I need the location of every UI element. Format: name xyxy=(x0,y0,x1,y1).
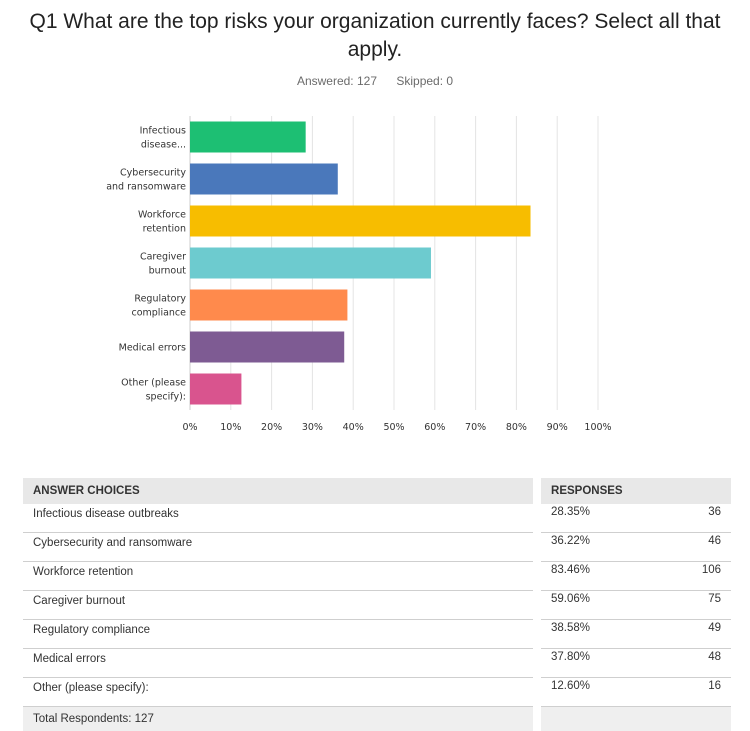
responses-table: ANSWER CHOICES RESPONSES Infectious dise… xyxy=(23,478,731,731)
category-label-line: Medical errors xyxy=(119,343,186,354)
category-label: Workforce retention xyxy=(138,210,186,235)
category-label-line: disease... xyxy=(141,140,186,151)
response-percent-cell: 28.35% xyxy=(537,504,621,533)
category-label-line: Infectious xyxy=(140,126,186,137)
category-label-line: Workforce xyxy=(138,210,186,221)
answer-choice-cell: Cybersecurity and ransomware xyxy=(23,533,537,562)
response-count-cell: 16 xyxy=(621,678,731,707)
bar-chart: 0% 10% 20% 30% 40% 50% 60% 70% 80% 90% 100% Infecti… xyxy=(0,0,750,470)
category-label: Infectious disease... xyxy=(140,126,186,151)
x-tick-label: 70% xyxy=(465,422,486,433)
bar xyxy=(190,290,347,321)
x-tick-label: 100% xyxy=(584,422,611,433)
x-tick-label: 90% xyxy=(547,422,568,433)
response-count-cell: 36 xyxy=(621,504,731,533)
answer-choices-header[interactable]: ANSWER CHOICES xyxy=(23,478,537,504)
answer-choice-cell: Workforce retention xyxy=(23,562,537,591)
table-header-row: ANSWER CHOICES RESPONSES xyxy=(23,478,731,504)
answer-choice-cell: Caregiver burnout xyxy=(23,591,537,620)
response-percent-cell: 36.22% xyxy=(537,533,621,562)
category-label-line: Caregiver xyxy=(140,252,186,263)
response-count-cell: 106 xyxy=(621,562,731,591)
response-percent-cell: 83.46% xyxy=(537,562,621,591)
category-label-line: Other (please xyxy=(121,378,186,389)
category-label: Caregiver burnout xyxy=(140,252,186,277)
x-tick-label: 10% xyxy=(220,422,241,433)
total-respondents: Total Respondents: 127 xyxy=(23,707,537,731)
response-percent-cell: 12.60% xyxy=(537,678,621,707)
response-percent-cell: 59.06% xyxy=(537,591,621,620)
category-label: Cybersecurity and ransomware xyxy=(106,168,186,193)
responses-header[interactable]: RESPONSES xyxy=(537,478,731,504)
category-label-line: Cybersecurity xyxy=(120,168,186,179)
bar xyxy=(190,374,241,405)
category-label-line: burnout xyxy=(149,266,187,277)
category-label: Regulatory compliance xyxy=(131,294,186,319)
x-tick-label: 40% xyxy=(343,422,364,433)
bar xyxy=(190,122,306,153)
answer-choice-cell: Regulatory compliance xyxy=(23,620,537,649)
answer-choice-cell: Medical errors xyxy=(23,649,537,678)
table-row: Other (please specify):12.60%16 xyxy=(23,678,731,707)
bar xyxy=(190,332,344,363)
total-row: Total Respondents: 127 xyxy=(23,707,731,731)
response-count-cell: 46 xyxy=(621,533,731,562)
response-percent-cell: 38.58% xyxy=(537,620,621,649)
category-label-line: compliance xyxy=(131,308,186,319)
category-label-line: and ransomware xyxy=(106,182,186,193)
response-percent-cell: 37.80% xyxy=(537,649,621,678)
response-count-cell: 75 xyxy=(621,591,731,620)
category-label: Other (please specify): xyxy=(121,378,186,403)
total-blank-cell xyxy=(537,707,731,731)
x-tick-label: 20% xyxy=(261,422,282,433)
answer-choice-cell: Infectious disease outbreaks xyxy=(23,504,537,533)
bar xyxy=(190,164,338,195)
response-count-cell: 48 xyxy=(621,649,731,678)
answer-choice-cell: Other (please specify): xyxy=(23,678,537,707)
x-tick-label: 30% xyxy=(302,422,323,433)
bar xyxy=(190,248,431,279)
x-tick-label: 50% xyxy=(383,422,404,433)
bar xyxy=(190,206,531,237)
category-label: Medical errors xyxy=(119,343,186,354)
category-label-line: specify): xyxy=(146,392,186,403)
response-count-cell: 49 xyxy=(621,620,731,649)
x-tick-label: 60% xyxy=(424,422,445,433)
category-label-line: Regulatory xyxy=(134,294,186,305)
x-tick-label: 80% xyxy=(506,422,527,433)
category-label-line: retention xyxy=(143,224,186,235)
x-tick-label: 0% xyxy=(182,422,197,433)
